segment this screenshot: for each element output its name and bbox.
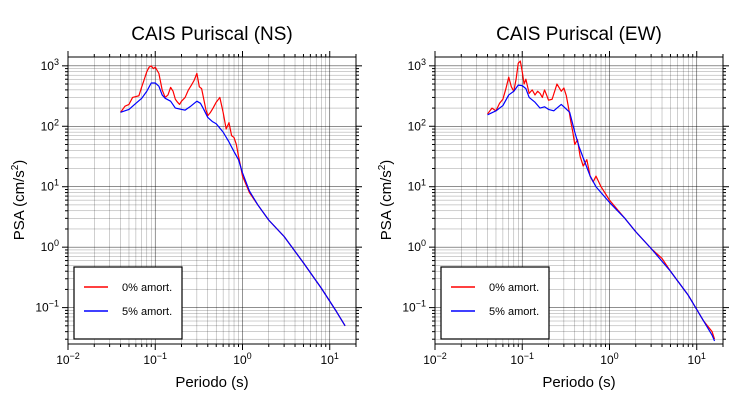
y-tick-label: 101: [408, 178, 426, 194]
legend-label-1: 5% amort.: [122, 306, 172, 318]
plot-frame: [434, 56, 724, 345]
x-tick-label-base: 10: [233, 353, 247, 367]
y-tick-label-exp: −1: [416, 299, 426, 309]
x-tick-label: 100: [233, 351, 251, 367]
series-line-1: [487, 84, 716, 342]
x-tick-label: 101: [321, 351, 339, 367]
y-tick-label-exp: 3: [54, 57, 59, 67]
x-tick-label-base: 10: [688, 353, 702, 367]
x-tick-label: 100: [600, 351, 618, 367]
y-axis-label-end: ): [11, 160, 28, 165]
x-tick-label-exp: 0: [247, 351, 252, 361]
x-tick-label-base: 10: [143, 353, 157, 367]
x-tick-label-exp: 1: [334, 351, 339, 361]
y-tick-label-exp: 0: [421, 238, 426, 248]
chart-title: CAIS Puriscal (EW): [496, 24, 662, 45]
x-tick-label-exp: −1: [524, 351, 534, 361]
y-tick-label-base: 10: [408, 240, 422, 254]
series-layer: [120, 65, 346, 327]
legend-label-0: 0% amort.: [489, 282, 539, 294]
y-axis-label-base: PSA (cm/s: [11, 170, 28, 240]
x-tick-label-base: 10: [321, 353, 335, 367]
x-tick-label-base: 10: [510, 353, 524, 367]
plot-frame: [67, 56, 357, 345]
y-tick-label-base: 10: [41, 59, 55, 73]
y-tick-label-base: 10: [408, 180, 422, 194]
legend: 0% amort. 5% amort.: [73, 266, 183, 340]
x-tick-label: 10−1: [510, 351, 534, 367]
chart-panel-ns: CAIS Puriscal (NS) 10−2 10−1 100 10110−1100…: [10, 24, 362, 391]
y-tick-label-exp: 0: [54, 238, 59, 248]
y-tick-label-base: 10: [408, 59, 422, 73]
x-tick-label-base: 10: [423, 353, 437, 367]
y-tick-label-base: 10: [41, 240, 55, 254]
y-axis-label-sup: 2: [377, 164, 388, 170]
y-tick-label: 10−1: [402, 299, 426, 315]
y-tick-label-exp: 2: [54, 117, 59, 127]
y-tick-label-exp: 1: [421, 178, 426, 188]
x-tick-label-exp: −2: [437, 351, 447, 361]
x-tick-label: 101: [688, 351, 706, 367]
legend-label-1: 5% amort.: [489, 306, 539, 318]
y-tick-label-exp: 1: [54, 178, 59, 188]
x-tick-label: 10−2: [56, 351, 80, 367]
x-tick-label: 10−2: [423, 351, 447, 367]
x-tick-label-exp: −1: [157, 351, 167, 361]
y-tick-label-base: 10: [41, 119, 55, 133]
y-tick-label: 102: [408, 117, 426, 133]
series-line-1: [120, 82, 346, 327]
chart-title: CAIS Puriscal (NS): [131, 24, 293, 45]
x-tick-label-base: 10: [600, 353, 614, 367]
y-tick-label-base: 10: [41, 180, 55, 194]
legend-box: [73, 266, 183, 340]
y-tick-label: 100: [41, 238, 59, 254]
x-tick-label-exp: −2: [70, 351, 80, 361]
y-axis-label: PSA (cm/s2): [10, 160, 28, 241]
legend: 0% amort. 5% amort.: [440, 266, 550, 340]
y-tick-label: 103: [41, 57, 59, 73]
x-tick-label-exp: 0: [614, 351, 619, 361]
x-tick-label: 10−1: [143, 351, 167, 367]
y-tick-label: 102: [41, 117, 59, 133]
y-tick-label-exp: −1: [49, 299, 59, 309]
y-axis-label-sup: 2: [10, 164, 21, 170]
y-tick-label: 100: [408, 238, 426, 254]
x-axis-label: Periodo (s): [542, 374, 615, 391]
series-layer: [487, 60, 716, 342]
grid: [62, 51, 362, 350]
y-axis-label: PSA (cm/s2): [377, 160, 395, 241]
y-axis-label-base: PSA (cm/s: [378, 170, 395, 240]
legend-box: [440, 266, 550, 340]
x-axis-label: Periodo (s): [175, 374, 248, 391]
y-tick-label: 101: [41, 178, 59, 194]
y-tick-label-exp: 3: [421, 57, 426, 67]
y-tick-label-exp: 2: [421, 117, 426, 127]
x-tick-label-base: 10: [56, 353, 70, 367]
y-tick-label-base: 10: [402, 301, 416, 315]
y-tick-label: 103: [408, 57, 426, 73]
chart-panel-ew: CAIS Puriscal (EW) 10−2 10−1 100 10110−1100…: [377, 24, 729, 391]
y-tick-label-base: 10: [408, 119, 422, 133]
legend-label-0: 0% amort.: [122, 282, 172, 294]
x-tick-label-exp: 1: [701, 351, 706, 361]
y-axis-label-end: ): [378, 160, 395, 165]
y-tick-label-base: 10: [35, 301, 49, 315]
y-tick-label: 10−1: [35, 299, 59, 315]
